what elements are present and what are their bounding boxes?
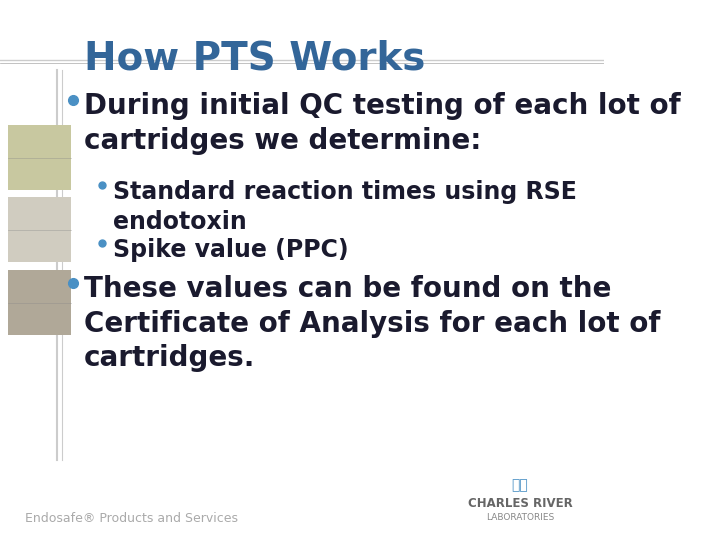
Text: During initial QC testing of each lot of
cartridges we determine:: During initial QC testing of each lot of…: [84, 92, 680, 154]
Text: Endosafe® Products and Services: Endosafe® Products and Services: [25, 512, 238, 525]
Bar: [9, 270, 71, 335]
Text: Spike value (PPC): Spike value (PPC): [113, 238, 348, 262]
Bar: [9, 197, 71, 262]
Text: 〜〜: 〜〜: [511, 478, 528, 492]
Bar: [9, 125, 71, 190]
Text: Standard reaction times using RSE
endotoxin: Standard reaction times using RSE endoto…: [113, 180, 577, 234]
Text: LABORATORIES: LABORATORIES: [486, 513, 554, 522]
Text: CHARLES RIVER: CHARLES RIVER: [467, 497, 572, 510]
Text: These values can be found on the
Certificate of Analysis for each lot of
cartrid: These values can be found on the Certifi…: [84, 275, 660, 372]
Text: How PTS Works: How PTS Works: [84, 40, 426, 78]
